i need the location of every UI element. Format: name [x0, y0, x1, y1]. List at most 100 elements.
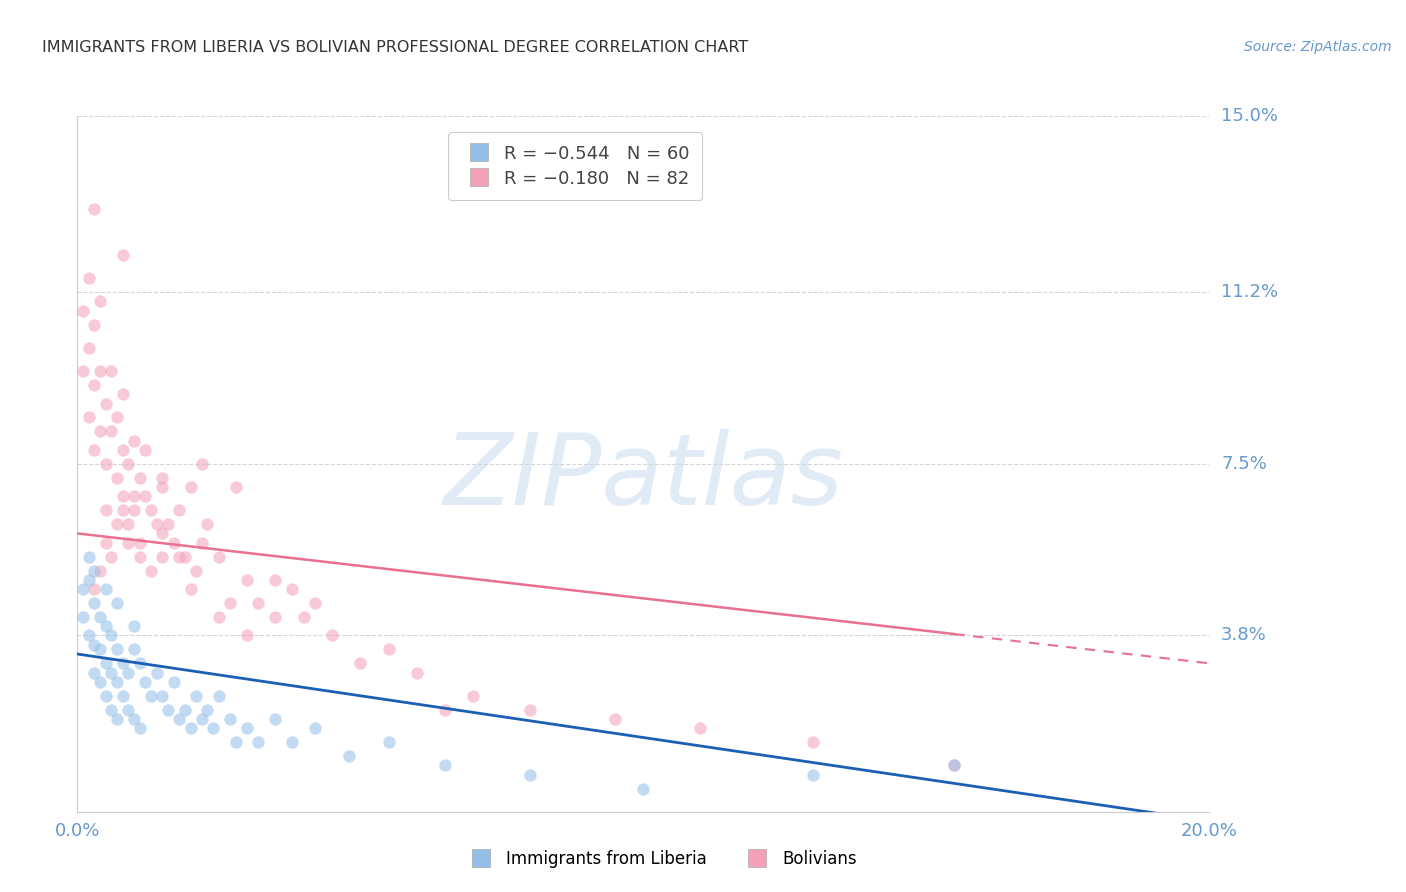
Point	[801, 767, 824, 781]
Point	[122, 503, 145, 517]
Point	[304, 596, 326, 610]
Point	[519, 767, 541, 781]
Point	[89, 674, 111, 689]
Point	[167, 503, 190, 517]
Point	[186, 689, 208, 703]
Point	[134, 442, 156, 457]
Point	[150, 549, 173, 564]
Point	[139, 564, 162, 578]
Text: 3.8%: 3.8%	[1220, 626, 1267, 644]
Point	[264, 610, 287, 624]
Point	[434, 703, 457, 717]
Point	[208, 610, 231, 624]
Point	[219, 712, 242, 726]
Point	[134, 674, 156, 689]
Point	[77, 341, 100, 355]
Point	[77, 628, 100, 642]
Point	[236, 573, 259, 587]
Point	[208, 549, 231, 564]
Point	[83, 596, 105, 610]
Point	[89, 564, 111, 578]
Text: 15.0%: 15.0%	[1220, 107, 1278, 125]
Point	[83, 202, 105, 216]
Point	[122, 434, 145, 448]
Point	[150, 526, 173, 541]
Point	[139, 503, 162, 517]
Point	[94, 396, 117, 410]
Point	[83, 442, 105, 457]
Point	[156, 517, 179, 532]
Point	[128, 721, 150, 735]
Point	[219, 596, 242, 610]
Point	[100, 549, 122, 564]
Point	[264, 573, 287, 587]
Point	[94, 657, 117, 671]
Point	[943, 758, 966, 772]
Point	[337, 749, 360, 764]
Point	[156, 703, 179, 717]
Point	[139, 689, 162, 703]
Point	[105, 712, 128, 726]
Point	[191, 712, 214, 726]
Point	[202, 721, 225, 735]
Point	[117, 665, 139, 680]
Point	[83, 665, 105, 680]
Point	[377, 735, 399, 749]
Point	[197, 703, 219, 717]
Point	[122, 489, 145, 503]
Point	[94, 689, 117, 703]
Point	[100, 364, 122, 378]
Point	[236, 721, 259, 735]
Text: 11.2%: 11.2%	[1220, 284, 1278, 301]
Point	[633, 781, 655, 796]
Point	[111, 248, 134, 262]
Point	[197, 517, 219, 532]
Point	[349, 657, 371, 671]
Point	[247, 735, 270, 749]
Point	[236, 628, 259, 642]
Point	[122, 619, 145, 633]
Point	[111, 657, 134, 671]
Point	[145, 665, 167, 680]
Point	[117, 703, 139, 717]
Point	[321, 628, 343, 642]
Point	[180, 721, 202, 735]
Point	[167, 549, 190, 564]
Point	[117, 535, 139, 549]
Point	[801, 735, 824, 749]
Point	[225, 735, 247, 749]
Point	[281, 735, 304, 749]
Point	[292, 610, 315, 624]
Point	[77, 271, 100, 285]
Point	[105, 674, 128, 689]
Point	[72, 582, 94, 596]
Point	[689, 721, 711, 735]
Point	[83, 582, 105, 596]
Point	[128, 549, 150, 564]
Point	[180, 480, 202, 494]
Y-axis label: Professional Degree: Professional Degree	[0, 387, 7, 541]
Point	[145, 517, 167, 532]
Point	[463, 689, 485, 703]
Point	[111, 387, 134, 401]
Point	[128, 657, 150, 671]
Point	[191, 457, 214, 471]
Point	[77, 410, 100, 425]
Point	[83, 378, 105, 392]
Point	[186, 564, 208, 578]
Point	[122, 642, 145, 657]
Point	[519, 703, 541, 717]
Point	[105, 410, 128, 425]
Point	[100, 703, 122, 717]
Point	[105, 471, 128, 485]
Point	[105, 642, 128, 657]
Point	[72, 364, 94, 378]
Point	[105, 596, 128, 610]
Point	[150, 689, 173, 703]
Point	[150, 480, 173, 494]
Point	[173, 549, 195, 564]
Point	[89, 425, 111, 439]
Point	[943, 758, 966, 772]
Point	[128, 535, 150, 549]
Point	[434, 758, 457, 772]
